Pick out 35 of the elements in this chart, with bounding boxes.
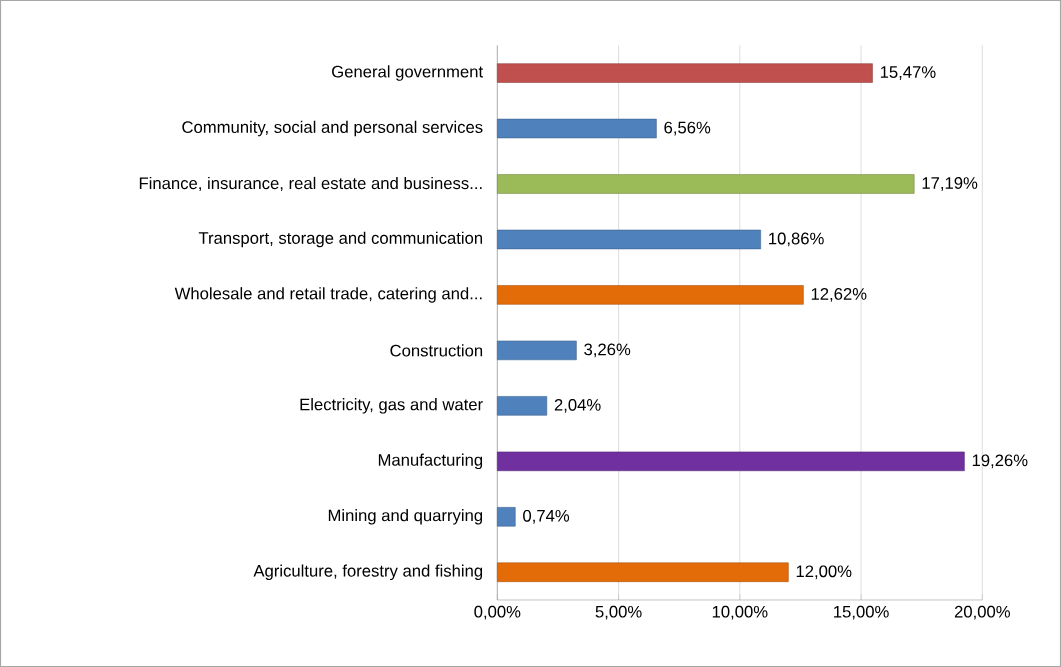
bar [497, 340, 577, 361]
y-tick-label: Manufacturing [378, 453, 483, 470]
x-tick-label: 15,00% [834, 605, 889, 620]
y-tick-label: General government [332, 65, 483, 81]
y-tick-label: Mining and quarrying [328, 509, 483, 525]
data-label: 17,19% [922, 177, 978, 191]
bar [497, 507, 516, 527]
data-label: 15,47% [880, 66, 936, 80]
bar [497, 229, 761, 250]
y-tick-label: Electricity, gas and water [300, 398, 483, 414]
data-label: 12,62% [811, 288, 867, 302]
data-label: 10,86% [769, 232, 824, 247]
data-label: 6,56% [664, 121, 711, 136]
bar [497, 451, 965, 472]
x-tick-label: 0,00% [474, 605, 521, 620]
x-tick-label: 5,00% [595, 605, 642, 620]
y-tick-label: Community, social and personal services [182, 120, 483, 137]
x-tick-label: 10,00% [712, 605, 768, 620]
bar [497, 174, 915, 194]
bar [497, 63, 873, 83]
y-tick-label: Finance, insurance, real estate and business... [139, 176, 482, 192]
bar [497, 118, 657, 139]
data-label: 19,26% [972, 454, 1028, 469]
y-tick-label: Wholesale and retail trade, catering and... [174, 287, 482, 303]
data-label: 3,26% [584, 343, 631, 358]
data-label: 2,04% [554, 398, 601, 413]
y-tick-label: Transport, storage and communication [198, 231, 483, 248]
bar [497, 285, 804, 305]
x-tick-label: 20,00% [954, 605, 1010, 620]
y-tick-label: Construction [390, 344, 483, 357]
bar [497, 396, 548, 416]
y-tick-label: Agriculture, forestry and fishing [253, 564, 483, 581]
bar [497, 562, 789, 582]
data-label: 0,74% [523, 509, 570, 524]
data-label: 12,00% [796, 565, 852, 580]
